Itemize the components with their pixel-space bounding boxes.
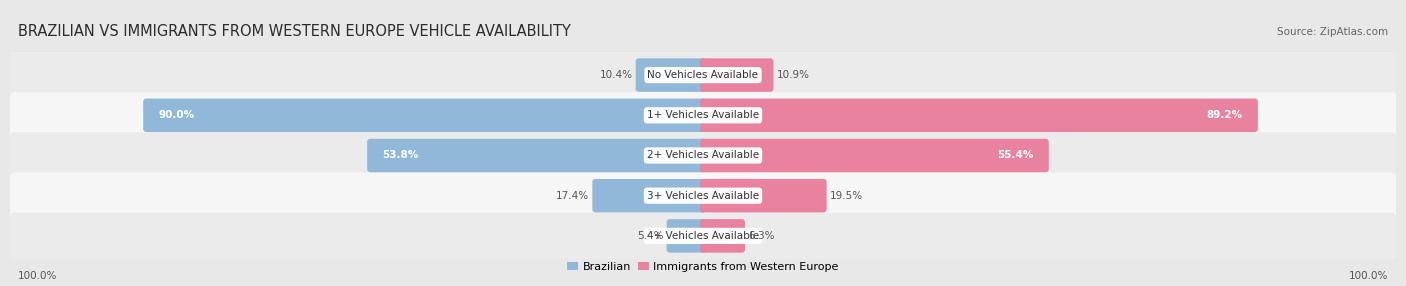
Text: 2+ Vehicles Available: 2+ Vehicles Available [647, 150, 759, 160]
Text: 1+ Vehicles Available: 1+ Vehicles Available [647, 110, 759, 120]
Text: 17.4%: 17.4% [557, 191, 589, 201]
FancyBboxPatch shape [636, 58, 706, 92]
FancyBboxPatch shape [700, 219, 745, 253]
Text: 55.4%: 55.4% [997, 150, 1033, 160]
FancyBboxPatch shape [10, 172, 1396, 219]
FancyBboxPatch shape [10, 52, 1396, 98]
Text: 3+ Vehicles Available: 3+ Vehicles Available [647, 191, 759, 201]
FancyBboxPatch shape [10, 132, 1396, 178]
Text: 90.0%: 90.0% [159, 110, 194, 120]
FancyBboxPatch shape [592, 179, 706, 212]
Text: 19.5%: 19.5% [830, 191, 863, 201]
Text: Source: ZipAtlas.com: Source: ZipAtlas.com [1277, 27, 1388, 37]
Text: 6.3%: 6.3% [748, 231, 775, 241]
FancyBboxPatch shape [700, 179, 827, 212]
FancyBboxPatch shape [143, 99, 706, 132]
Text: 10.4%: 10.4% [600, 70, 633, 80]
Text: 53.8%: 53.8% [382, 150, 419, 160]
Text: No Vehicles Available: No Vehicles Available [648, 70, 758, 80]
FancyBboxPatch shape [10, 213, 1396, 259]
FancyBboxPatch shape [700, 99, 1258, 132]
Text: 100.0%: 100.0% [18, 271, 58, 281]
Legend: Brazilian, Immigrants from Western Europe: Brazilian, Immigrants from Western Europ… [567, 262, 839, 272]
FancyBboxPatch shape [700, 139, 1049, 172]
Text: 4+ Vehicles Available: 4+ Vehicles Available [647, 231, 759, 241]
FancyBboxPatch shape [700, 58, 773, 92]
FancyBboxPatch shape [10, 92, 1396, 138]
Text: 10.9%: 10.9% [776, 70, 810, 80]
Text: 100.0%: 100.0% [1348, 271, 1388, 281]
Text: 89.2%: 89.2% [1206, 110, 1243, 120]
FancyBboxPatch shape [666, 219, 706, 253]
Text: 5.4%: 5.4% [637, 231, 664, 241]
FancyBboxPatch shape [367, 139, 706, 172]
Text: BRAZILIAN VS IMMIGRANTS FROM WESTERN EUROPE VEHICLE AVAILABILITY: BRAZILIAN VS IMMIGRANTS FROM WESTERN EUR… [18, 25, 571, 39]
